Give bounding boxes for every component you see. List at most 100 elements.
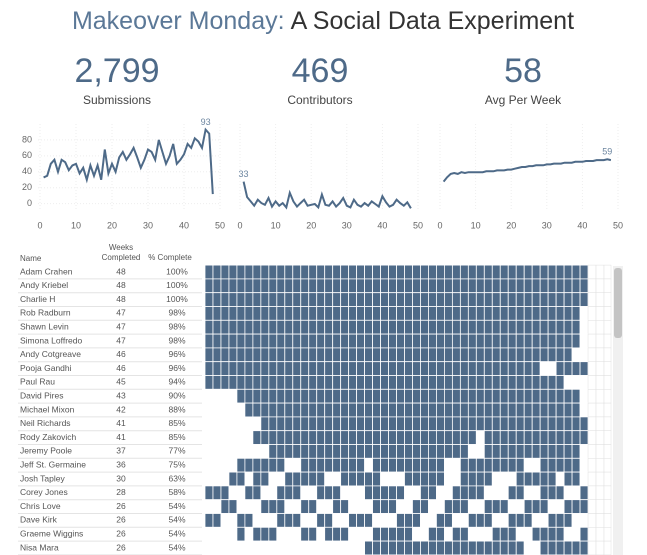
week-cell (244, 333, 254, 349)
week-cell (212, 278, 222, 294)
week-cell (404, 306, 413, 321)
week-cell (443, 319, 453, 335)
week-cell (292, 457, 302, 473)
week-cell (443, 513, 453, 528)
week-cell (531, 319, 541, 335)
week-cell (316, 513, 326, 528)
week-cell (260, 278, 270, 294)
week-cell (356, 292, 365, 307)
week-cell (236, 540, 246, 555)
week-cell (276, 402, 286, 418)
week-cell (372, 457, 381, 473)
week-cell (332, 306, 342, 321)
week-cell (380, 416, 389, 432)
empty-cell (603, 292, 612, 307)
week-cell (380, 278, 389, 294)
empty-cell (587, 458, 597, 473)
empty-cell (603, 361, 612, 376)
pct-cell: 85% (168, 418, 185, 428)
week-cell (292, 513, 302, 528)
week-cell (388, 333, 397, 349)
week-cell (483, 388, 493, 404)
week-cell (356, 278, 365, 294)
week-cell (364, 264, 373, 280)
week-cell (284, 347, 294, 363)
week-cell (212, 292, 222, 307)
week-cell (364, 526, 373, 542)
week-cell (316, 430, 326, 445)
week-cell (252, 333, 262, 349)
empty-cell (603, 416, 612, 431)
week-cell (332, 264, 342, 280)
week-cell (451, 388, 461, 404)
week-cell (244, 513, 254, 528)
week-cell (228, 361, 238, 376)
week-cell (308, 457, 318, 473)
kpi-value: 58 (504, 52, 542, 90)
week-cell (228, 278, 238, 294)
week-cell (467, 526, 477, 542)
week-cell (555, 485, 565, 501)
week-cell (380, 471, 389, 487)
week-cell (276, 513, 286, 528)
week-cell (372, 319, 381, 335)
week-cell (563, 361, 573, 376)
week-cell (316, 485, 326, 501)
week-cell (260, 526, 270, 542)
empty-cell (595, 361, 605, 376)
pct-cell: 96% (168, 349, 185, 359)
week-cell (308, 540, 318, 555)
week-cell (404, 375, 413, 390)
week-cell (204, 278, 214, 294)
week-cell (443, 485, 453, 501)
week-cell (507, 278, 517, 294)
week-cell (491, 264, 501, 280)
week-cell (555, 278, 565, 294)
week-cell (340, 499, 350, 514)
week-cell (507, 540, 517, 555)
week-cell (420, 375, 429, 390)
week-cell (236, 513, 246, 528)
week-cell (523, 347, 533, 363)
week-cell (563, 485, 573, 501)
x-tick-label: 50 (413, 220, 423, 230)
week-cell (515, 333, 525, 349)
week-cell (268, 402, 278, 418)
week-cell (467, 292, 477, 307)
week-cell (515, 292, 525, 307)
week-cell (252, 388, 262, 404)
week-cell (348, 471, 358, 487)
scrollbar-track[interactable] (613, 266, 623, 555)
week-cell (356, 485, 365, 501)
week-cell (547, 333, 557, 349)
week-cell (324, 485, 334, 501)
name-cell: Graeme Wiggins (20, 528, 83, 538)
week-cell (443, 333, 453, 349)
week-cell (523, 388, 533, 404)
week-cell (204, 347, 214, 363)
week-cell (356, 319, 365, 335)
week-cell (428, 292, 437, 307)
week-cell (467, 347, 477, 363)
empty-cell (603, 540, 612, 555)
week-cell (539, 457, 549, 473)
week-cell (276, 361, 286, 376)
week-cell (364, 499, 373, 514)
week-cell (236, 471, 246, 487)
week-cell (428, 444, 437, 459)
week-cell (228, 485, 238, 501)
week-cell (396, 471, 405, 487)
week-cell (555, 319, 565, 335)
week-cell (340, 513, 350, 528)
week-cell (428, 347, 437, 363)
week-cell (372, 499, 381, 514)
week-cell (412, 485, 421, 501)
week-cell (212, 333, 222, 349)
week-cell (436, 485, 445, 501)
weeks-cell: 26 (116, 501, 126, 511)
scrollbar-thumb[interactable] (614, 268, 622, 338)
week-cell (412, 457, 421, 473)
week-cell (396, 333, 405, 349)
empty-cell (595, 389, 605, 404)
week-cell (451, 444, 461, 459)
